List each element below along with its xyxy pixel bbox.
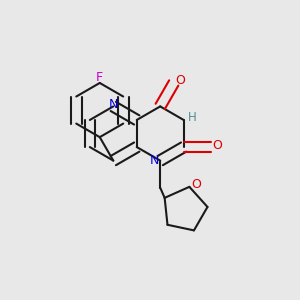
Text: N: N — [150, 154, 160, 167]
Text: N: N — [109, 98, 118, 111]
Text: O: O — [191, 178, 201, 191]
Text: H: H — [188, 111, 196, 124]
Text: O: O — [175, 74, 185, 87]
Text: O: O — [212, 139, 222, 152]
Text: F: F — [96, 71, 103, 84]
